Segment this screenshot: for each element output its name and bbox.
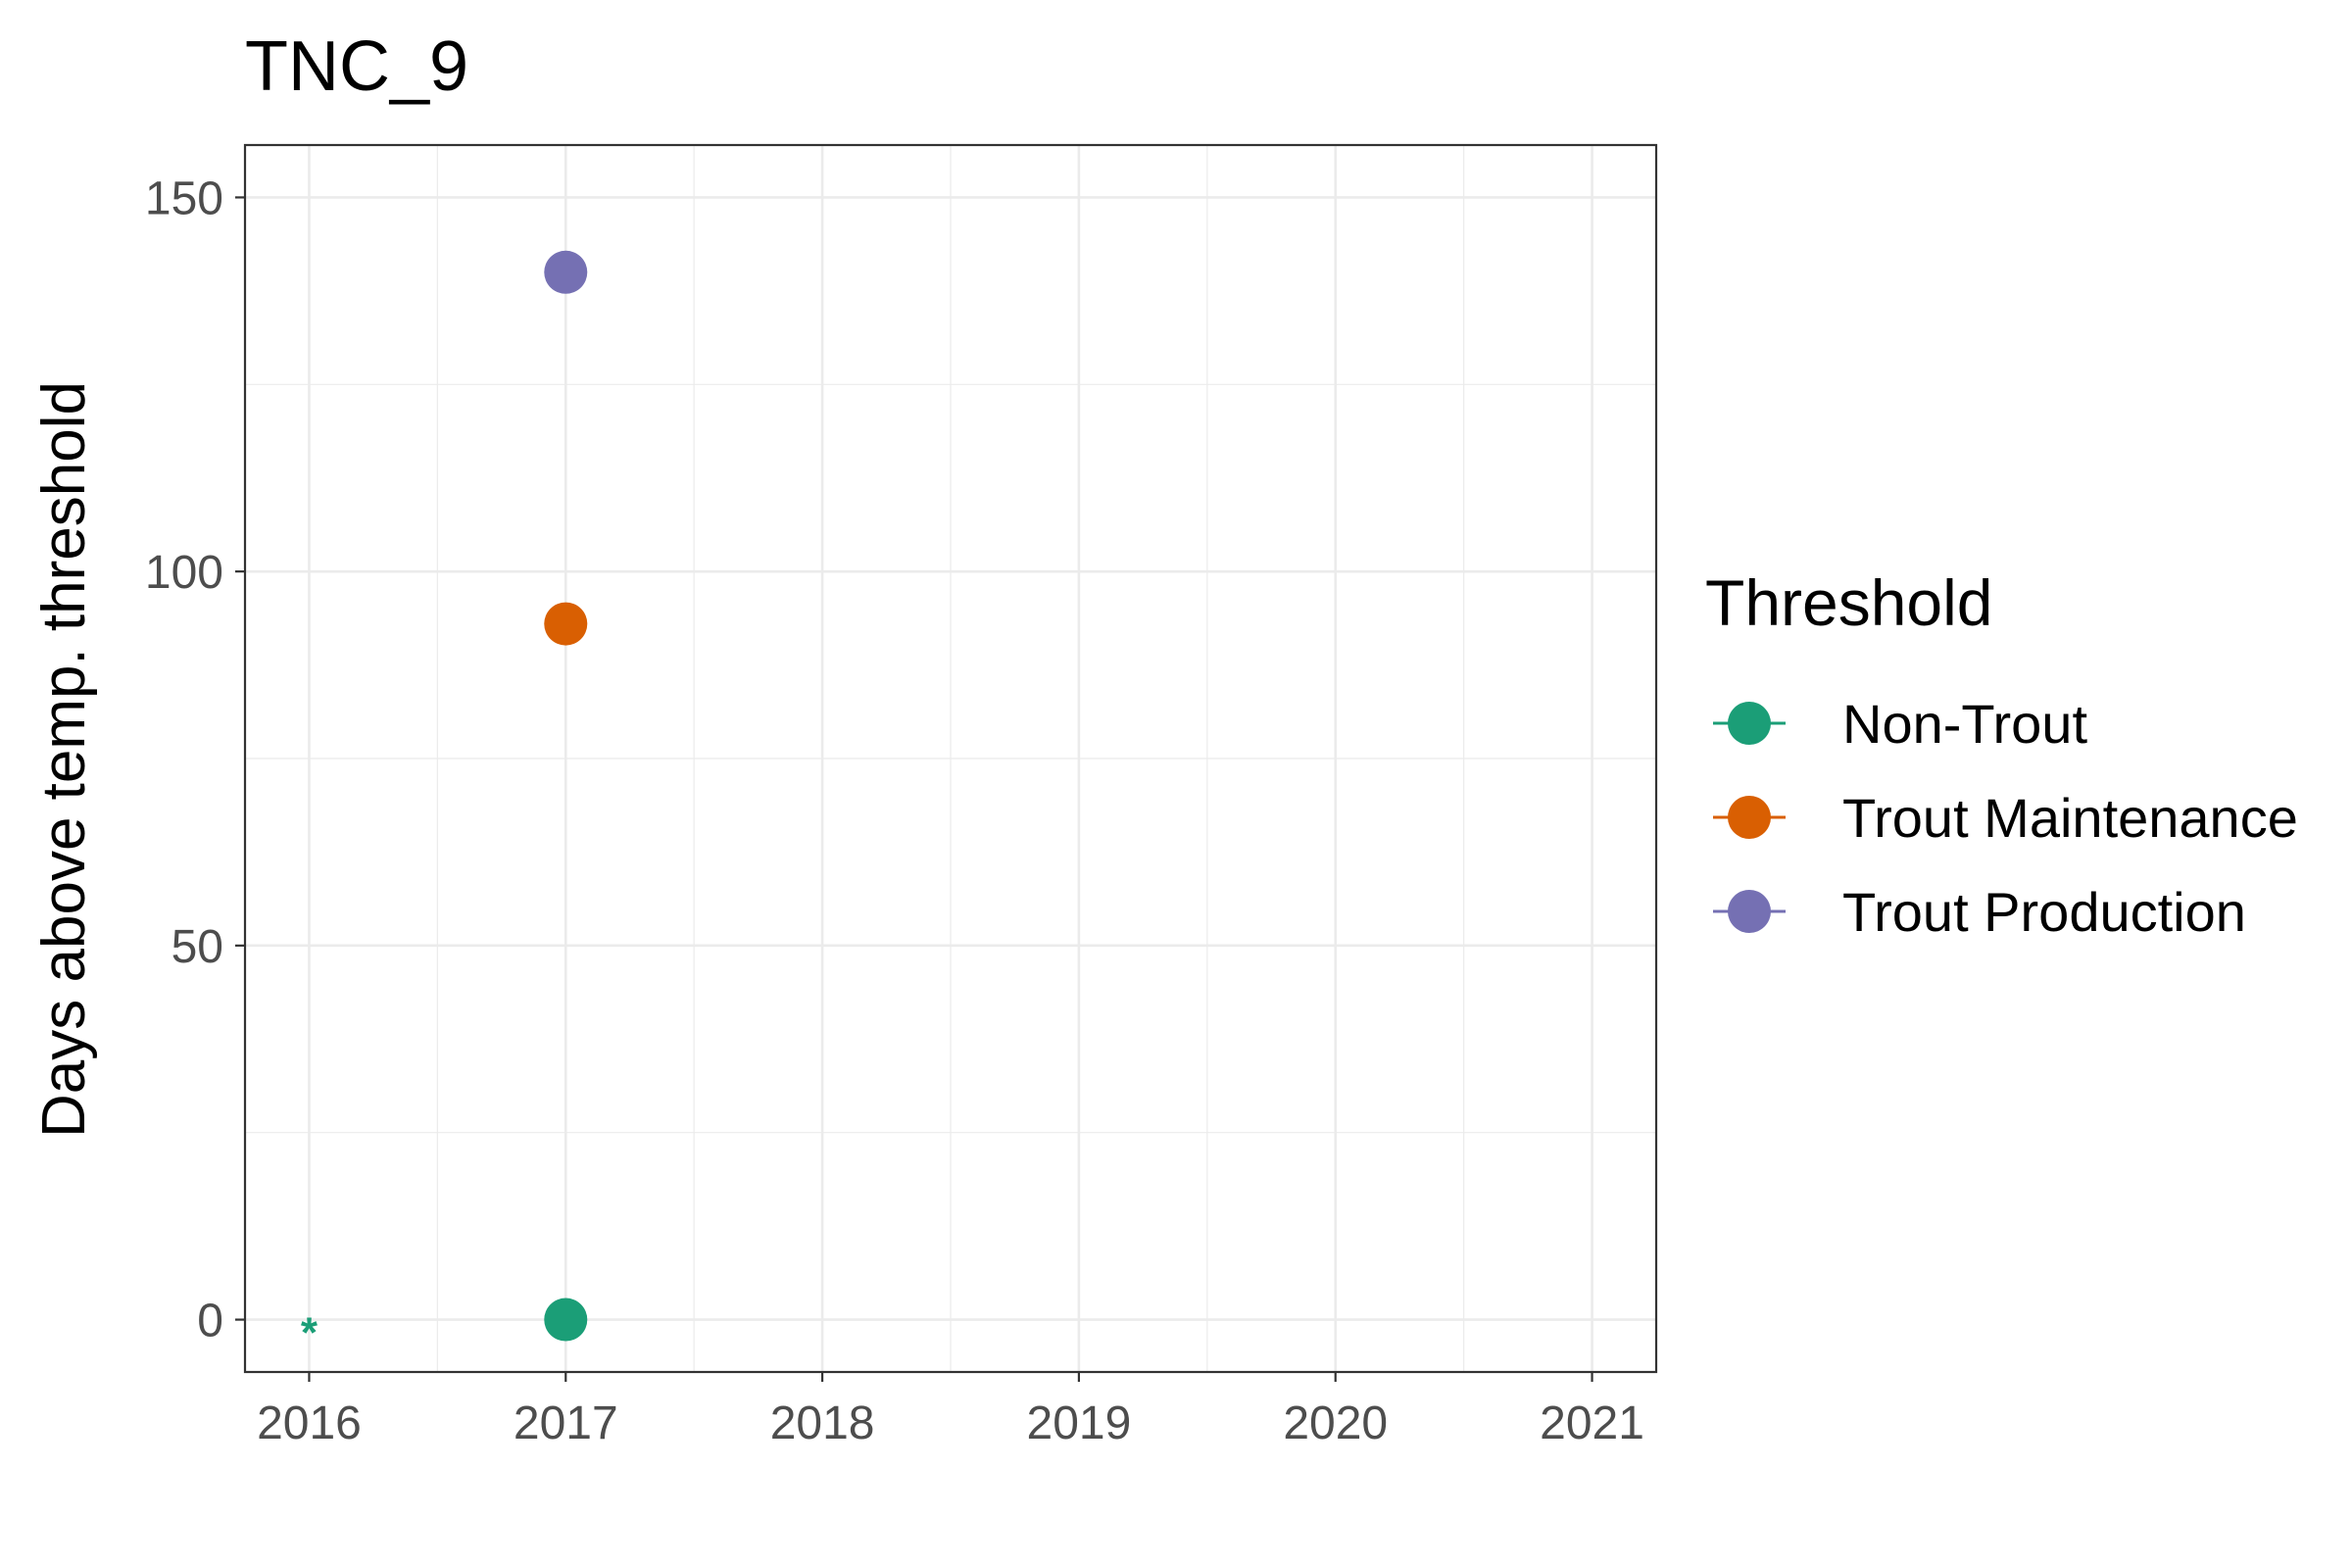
panel-border [243,143,1658,1374]
x-tick-label: 2017 [514,1397,618,1449]
legend-label: Trout Production [1842,881,2246,943]
y-tick-label: 150 [145,172,223,224]
legend-label: Trout Maintenance [1842,787,2298,849]
x-tick-label: 2016 [257,1397,362,1449]
legend-item: Trout Production [1713,881,2246,943]
legend-key-point [1728,702,1771,745]
data-point [544,602,588,646]
x-tick-label: 2021 [1540,1397,1644,1449]
legend-title: Threshold [1705,566,1993,639]
legend-key-point [1728,890,1771,933]
legend-item: Trout Maintenance [1713,787,2298,849]
legend: Threshold Non-Trout Trout Maintenance Trou… [1705,566,2298,943]
annotation-asterisk: * [301,1309,318,1357]
data-point [544,250,588,294]
grid [245,145,1656,1372]
y-tick-label: 0 [197,1296,223,1348]
x-tick-label: 2019 [1027,1397,1132,1449]
legend-item: Non-Trout [1713,693,2087,755]
x-tick-label: 2018 [770,1397,875,1449]
x-tick-label: 2020 [1283,1397,1388,1449]
axis-ticks: 2016 2017 2018 2019 2020 2021 0 50 100 150 [145,172,1644,1449]
y-axis-label: Days above temp. threshold [30,381,98,1138]
y-tick-label: 50 [172,921,223,973]
legend-key-point [1728,796,1771,839]
data-points: * [301,250,588,1357]
y-tick-label: 100 [145,547,223,599]
data-point [544,1298,588,1342]
chart-title: TNC_9 [245,27,468,106]
legend-label: Non-Trout [1842,693,2087,755]
